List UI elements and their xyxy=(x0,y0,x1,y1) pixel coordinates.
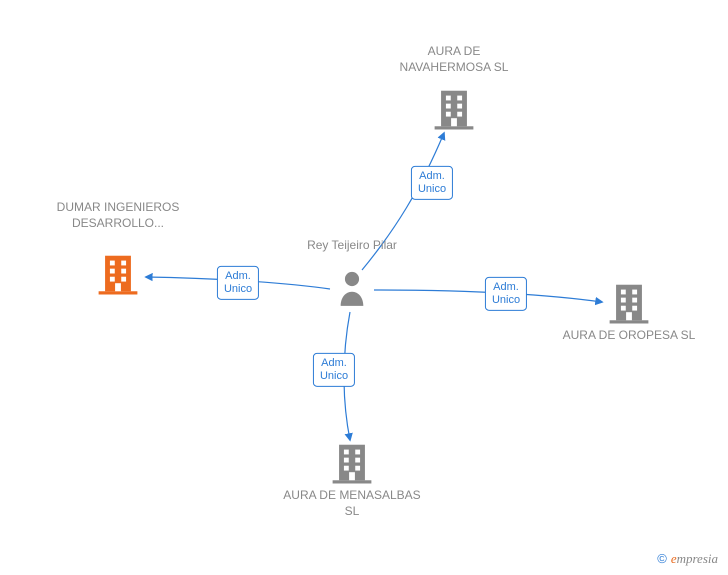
copyright-symbol: © xyxy=(657,551,667,566)
building-icon xyxy=(609,282,649,329)
edge-label: Adm. Unico xyxy=(313,353,355,387)
company-node-label: AURA DE MENASALBAS SL xyxy=(282,488,422,519)
edge-label: Adm. Unico xyxy=(411,166,453,200)
brand-name: empresia xyxy=(671,551,718,566)
person-icon xyxy=(335,269,369,312)
building-icon xyxy=(434,88,474,135)
building-icon xyxy=(98,253,138,300)
company-node-label: AURA DE NAVAHERMOSA SL xyxy=(384,44,524,75)
company-node-label: DUMAR INGENIEROS DESARROLLO... xyxy=(48,200,188,231)
edge-label: Adm. Unico xyxy=(485,277,527,311)
center-node-label: Rey Teijeiro Pilar xyxy=(292,238,412,254)
network-diagram: Adm. Unico Adm. Unico Adm. Unico Adm. Unico… xyxy=(0,0,728,575)
building-icon xyxy=(332,442,372,489)
watermark: © empresia xyxy=(657,551,718,567)
company-node-label: AURA DE OROPESA SL xyxy=(559,328,699,344)
edge-label: Adm. Unico xyxy=(217,266,259,300)
